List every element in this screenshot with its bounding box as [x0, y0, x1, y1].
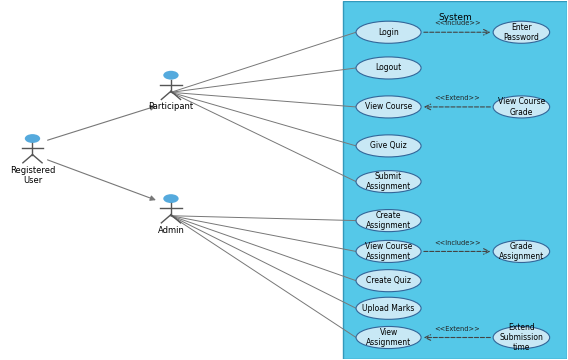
Text: <<Extend>>: <<Extend>>: [434, 95, 480, 101]
Text: <<Extend>>: <<Extend>>: [434, 326, 480, 332]
Text: View Course
Assignment: View Course Assignment: [365, 242, 412, 261]
Text: Give Quiz: Give Quiz: [370, 141, 407, 150]
Ellipse shape: [356, 210, 421, 231]
Ellipse shape: [356, 96, 421, 118]
Ellipse shape: [356, 135, 421, 157]
Ellipse shape: [493, 240, 550, 262]
Ellipse shape: [356, 327, 421, 348]
FancyBboxPatch shape: [343, 1, 567, 359]
Ellipse shape: [493, 327, 550, 348]
Ellipse shape: [356, 171, 421, 193]
Ellipse shape: [493, 21, 550, 43]
Text: Create
Assignment: Create Assignment: [366, 211, 411, 230]
Text: Upload Marks: Upload Marks: [362, 304, 415, 313]
Ellipse shape: [356, 240, 421, 262]
Text: Grade
Assignment: Grade Assignment: [499, 242, 544, 261]
Ellipse shape: [356, 21, 421, 43]
Text: Create Quiz: Create Quiz: [366, 276, 411, 285]
Ellipse shape: [493, 96, 550, 118]
Text: Extend
Submission
time: Extend Submission time: [499, 323, 544, 352]
Ellipse shape: [356, 270, 421, 292]
Circle shape: [25, 134, 40, 143]
Text: Registered
User: Registered User: [10, 166, 55, 185]
Text: Enter
Password: Enter Password: [503, 23, 540, 42]
Text: Logout: Logout: [375, 63, 402, 72]
Text: Admin: Admin: [157, 226, 185, 235]
Text: View Course: View Course: [365, 103, 412, 112]
Text: View Course
Grade: View Course Grade: [498, 97, 545, 117]
Circle shape: [163, 71, 179, 80]
Ellipse shape: [356, 57, 421, 79]
Text: View
Assignment: View Assignment: [366, 328, 411, 347]
Text: Submit
Assignment: Submit Assignment: [366, 172, 411, 191]
Text: Participant: Participant: [148, 102, 194, 111]
Text: <<Include>>: <<Include>>: [434, 21, 481, 26]
Text: <<Include>>: <<Include>>: [434, 240, 481, 246]
Text: Login: Login: [378, 28, 399, 37]
Circle shape: [163, 194, 179, 203]
Ellipse shape: [356, 297, 421, 319]
Text: System: System: [438, 13, 472, 22]
